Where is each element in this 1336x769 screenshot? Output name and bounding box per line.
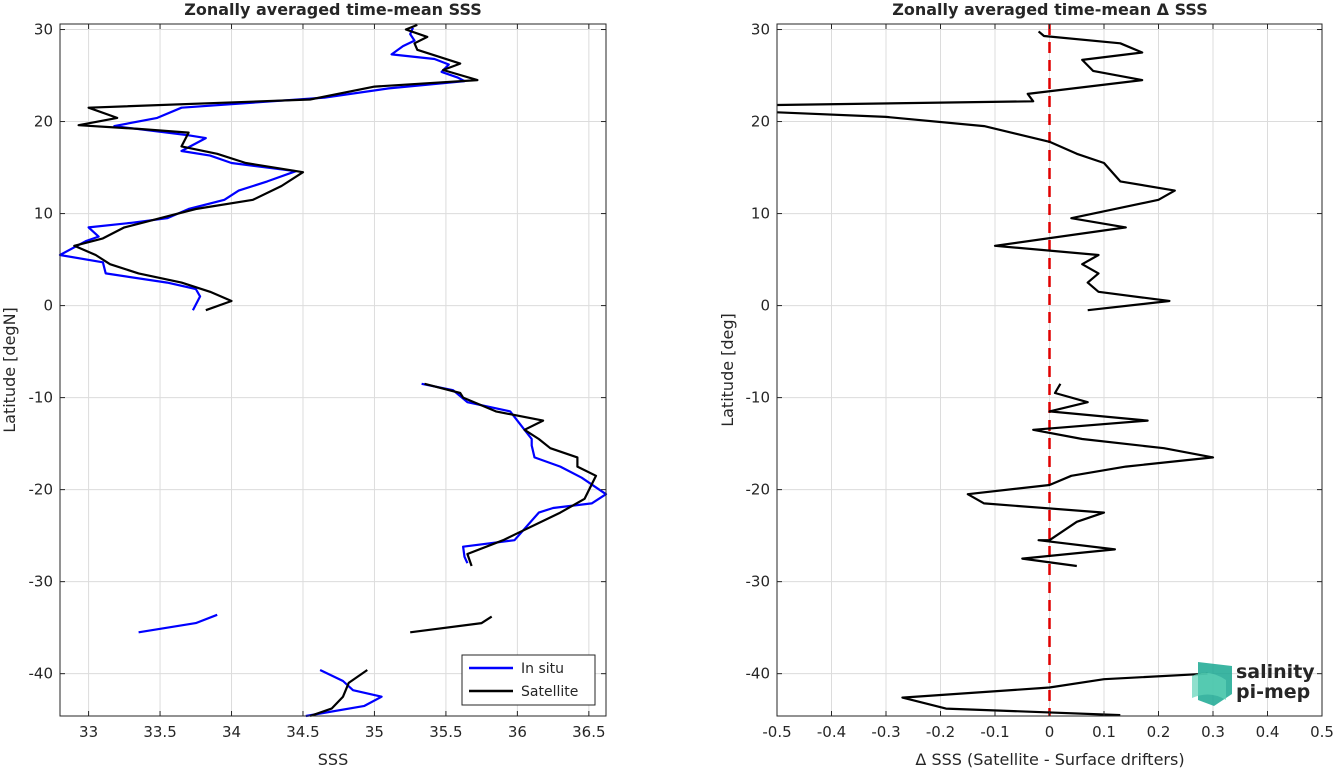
y-tick-label: 0 [760,297,770,315]
y-tick-label: 20 [751,113,770,131]
left-chart-title: Zonally averaged time-mean SSS [184,0,482,19]
satellite-series-line [410,615,493,634]
left-grid [60,24,606,716]
y-tick-label: -20 [746,481,771,499]
y-tick-label: 30 [34,21,53,39]
x-tick-label: 36.5 [572,723,605,741]
x-tick-label: -0.5 [762,723,791,741]
right-tick-labels: -0.5 -0.4 -0.3 -0.2 -0.1 0 0.1 0.2 0.3 0.4 0.5 -40 -… [746,21,1334,741]
left-chart-panel: 33 33.5 34 34.5 35 35.5 36 36.5 -40 -30 -20 -10 0 10 2… [0,0,608,769]
in-situ-series-line [305,669,383,718]
y-tick-label: 30 [751,21,770,39]
x-tick-label: 35 [365,723,384,741]
left-x-axis-label: SSS [318,750,348,769]
satellite-series-line [424,382,598,567]
left-y-axis-label: Latitude [degN] [0,307,19,433]
logo-text-line2: pi-mep [1236,681,1310,703]
logo-text-line1: salinity [1236,661,1315,683]
salinity-pi-mep-logo: salinity pi-mep [1192,661,1315,706]
delta-sss-series-line [901,672,1208,717]
x-tick-label: 0.3 [1201,723,1225,741]
left-axes-box [59,23,607,717]
y-tick-label: 20 [34,113,53,131]
legend-label-satellite: Satellite [521,684,578,700]
x-tick-label: 34.5 [286,723,319,741]
right-chart-title: Zonally averaged time-mean Δ SSS [892,0,1208,19]
y-tick-label: -30 [746,573,771,591]
y-tick-label: -40 [29,665,54,683]
y-tick-label: 10 [34,205,53,223]
logo-wave-icon [1192,672,1226,700]
x-tick-label: 0.1 [1092,723,1116,741]
delta-sss-series-line [776,111,1176,312]
x-tick-label: 0 [1045,723,1055,741]
x-tick-label: -0.3 [871,723,900,741]
y-tick-label: -20 [29,481,54,499]
legend-label-in-situ: In situ [521,661,564,677]
satellite-series-line [73,23,479,312]
satellite-series-line [309,669,368,718]
x-tick-label: 0.2 [1147,723,1171,741]
y-tick-label: 0 [43,297,53,315]
x-tick-label: 0.5 [1310,723,1334,741]
x-tick-label: 34 [222,723,241,741]
y-tick-label: 10 [751,205,770,223]
x-tick-label: -0.2 [926,723,955,741]
x-tick-label: -0.4 [817,723,846,741]
left-tick-labels: 33 33.5 34 34.5 35 35.5 36 36.5 -40 -30 -20 -10 0 10 2… [29,21,606,741]
x-tick-label: 33.5 [143,723,176,741]
in-situ-series-line [138,613,218,634]
y-tick-label: -30 [29,573,54,591]
x-tick-label: 36 [508,723,527,741]
y-tick-label: -40 [746,665,771,683]
right-y-axis-label: Latitude [deg] [718,313,737,427]
in-situ-series-line [421,382,608,564]
x-tick-label: 33 [79,723,98,741]
left-series-lines [58,23,608,718]
delta-sss-series-line [776,30,1144,107]
y-tick-label: -10 [29,389,54,407]
legend-box [461,654,596,706]
right-series-lines [776,30,1215,717]
right-chart-panel: -0.5 -0.4 -0.3 -0.2 -0.1 0 0.1 0.2 0.3 0.4 0.5 -40 -… [718,0,1334,769]
x-tick-label: 0.4 [1256,723,1280,741]
y-tick-label: -10 [746,389,771,407]
x-tick-label: 35.5 [429,723,462,741]
delta-sss-series-line [966,383,1215,568]
left-plot-area [60,24,606,716]
legend: In situ Satellite [461,654,596,706]
right-x-axis-label: Δ SSS (Satellite - Surface drifters) [915,750,1184,769]
x-tick-label: -0.1 [980,723,1009,741]
